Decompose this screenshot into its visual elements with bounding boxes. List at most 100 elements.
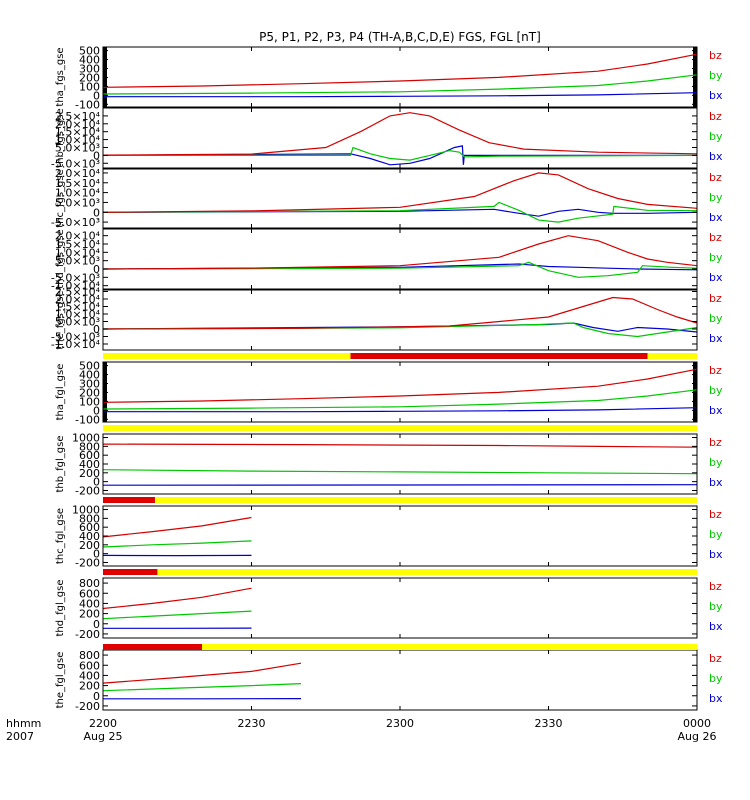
legend-by: by — [709, 600, 723, 613]
y-tick-label: 200 — [79, 386, 100, 399]
y-tick-label: 5.0×10³ — [55, 141, 100, 154]
y-tick-label: 1.0×10⁴ — [55, 187, 101, 200]
legend-bx: bx — [709, 211, 723, 224]
panel-ylabel: thb_fgl_gse — [55, 436, 66, 493]
legend-by: by — [709, 384, 723, 397]
series-line-bx — [103, 407, 698, 413]
series-line-by — [102, 683, 302, 692]
y-tick-label: 0 — [93, 149, 100, 162]
status-bars-layer — [103, 353, 698, 650]
status-bar-segment-yellow — [154, 497, 698, 503]
y-tick-label: -5.0×10³ — [51, 157, 100, 170]
legend-bz: bz — [709, 231, 722, 244]
panel-thb_fgs_gse: 2.5×10⁴2.0×10⁴1.5×10⁴1.0×10⁴5.0×10³0-5.0… — [51, 107, 723, 170]
y-tick-label: 400 — [79, 54, 100, 67]
y-tick-label: 400 — [79, 669, 100, 682]
status-bar-segment-yellow — [103, 353, 351, 359]
legend-bz: bz — [709, 171, 722, 184]
x-axis-row-label: hhmm — [6, 717, 41, 730]
series-line-bx — [102, 145, 697, 166]
y-tick-label: 1000 — [72, 432, 100, 445]
panel-frame — [102, 168, 698, 229]
y-tick-label: 0 — [93, 476, 100, 489]
series-line-bz — [102, 112, 698, 156]
y-tick-label: 0 — [93, 89, 100, 102]
y-tick-label: -200 — [75, 556, 100, 569]
status-bar — [103, 569, 697, 575]
legend-by: by — [709, 251, 723, 264]
y-tick-label: 100 — [79, 395, 100, 408]
series-line-by — [102, 610, 252, 620]
legend-by: by — [709, 312, 723, 325]
legend-bz: bz — [709, 436, 722, 449]
y-tick-label: 600 — [79, 521, 100, 534]
panel-frame — [102, 228, 698, 290]
y-tick-label: 1000 — [72, 504, 100, 517]
y-tick-label: 0 — [93, 618, 100, 631]
series-line-by — [102, 469, 698, 475]
y-tick-label: 400 — [79, 530, 100, 543]
y-tick-label: 1.0×10⁴ — [55, 134, 101, 147]
legend-bx: bx — [709, 476, 723, 489]
series-line-bz — [102, 53, 698, 88]
x-axis-date-start: Aug 25 — [84, 730, 123, 743]
y-tick-label: 200 — [79, 467, 100, 480]
panel-ylabel: thc_fgs_gse — [55, 169, 66, 228]
y-tick-label: -1.0×10⁴ — [51, 338, 101, 351]
series-line-bz — [102, 368, 698, 403]
legend-bz: bz — [709, 652, 722, 665]
chart-title: P5, P1, P2, P3, P4 (TH-A,B,C,D,E) FGS, F… — [259, 30, 541, 44]
y-tick-label: 5.0×10³ — [55, 196, 100, 209]
y-tick-label: 2.0×10⁴ — [55, 293, 101, 306]
legend-by: by — [709, 456, 723, 469]
series-line-bz — [102, 516, 252, 538]
y-tick-label: -200 — [75, 700, 100, 713]
y-tick-label: 1.5×10⁴ — [55, 238, 101, 251]
series-line-bz — [102, 443, 698, 448]
y-tick-label: 2.0×10⁴ — [55, 167, 101, 180]
y-tick-label: 400 — [79, 458, 100, 471]
legend-bx: bx — [709, 692, 723, 705]
y-tick-label: 1.0×10⁴ — [55, 246, 101, 259]
series-line-by — [102, 322, 698, 338]
series-line-by — [102, 201, 698, 223]
y-tick-label: 500 — [79, 45, 100, 58]
legend-bz: bz — [709, 580, 722, 593]
series-line-bx — [102, 484, 698, 486]
legend-bz: bz — [709, 49, 722, 62]
y-tick-label: -100 — [75, 413, 100, 426]
y-tick-label: 2.5×10⁴ — [55, 286, 101, 299]
y-tick-label: -200 — [75, 484, 100, 497]
legend-bz: bz — [709, 292, 722, 305]
status-bar-segment-red — [103, 644, 202, 650]
legend-by: by — [709, 69, 723, 82]
x-tick-label: 2200 — [89, 717, 117, 730]
legend-by: by — [709, 130, 723, 143]
y-tick-label: -5.0×10³ — [51, 331, 100, 344]
x-tick-label: 2300 — [386, 717, 414, 730]
legend-by: by — [709, 672, 723, 685]
y-tick-label: 0 — [93, 690, 100, 703]
legend-by: by — [709, 191, 723, 204]
panel-ylabel: thc_fgl_gse — [55, 508, 66, 564]
legend-bx: bx — [709, 404, 723, 417]
y-tick-label: -5.0×10³ — [51, 271, 100, 284]
y-tick-label: 300 — [79, 62, 100, 75]
x-tick-label: 2330 — [535, 717, 563, 730]
legend-bx: bx — [709, 620, 723, 633]
panel-thd_fgs_gse: 2.0×10⁴1.5×10⁴1.0×10⁴5.0×10³0-5.0×10³-1.… — [51, 228, 723, 293]
y-tick-label: 2.5×10⁴ — [55, 110, 101, 123]
series-line-bz — [102, 235, 698, 270]
x-tick-label: 2230 — [238, 717, 266, 730]
series-line-by — [102, 74, 698, 95]
y-tick-label: 1.0×10⁴ — [55, 308, 101, 321]
y-tick-label: 200 — [79, 71, 100, 84]
y-tick-label: 2.0×10⁴ — [55, 230, 101, 243]
status-bar-segment-yellow — [103, 425, 697, 431]
x-tick-label: 0000 — [683, 717, 711, 730]
panel-frame — [102, 505, 698, 567]
status-bar-segment-red — [350, 353, 648, 359]
